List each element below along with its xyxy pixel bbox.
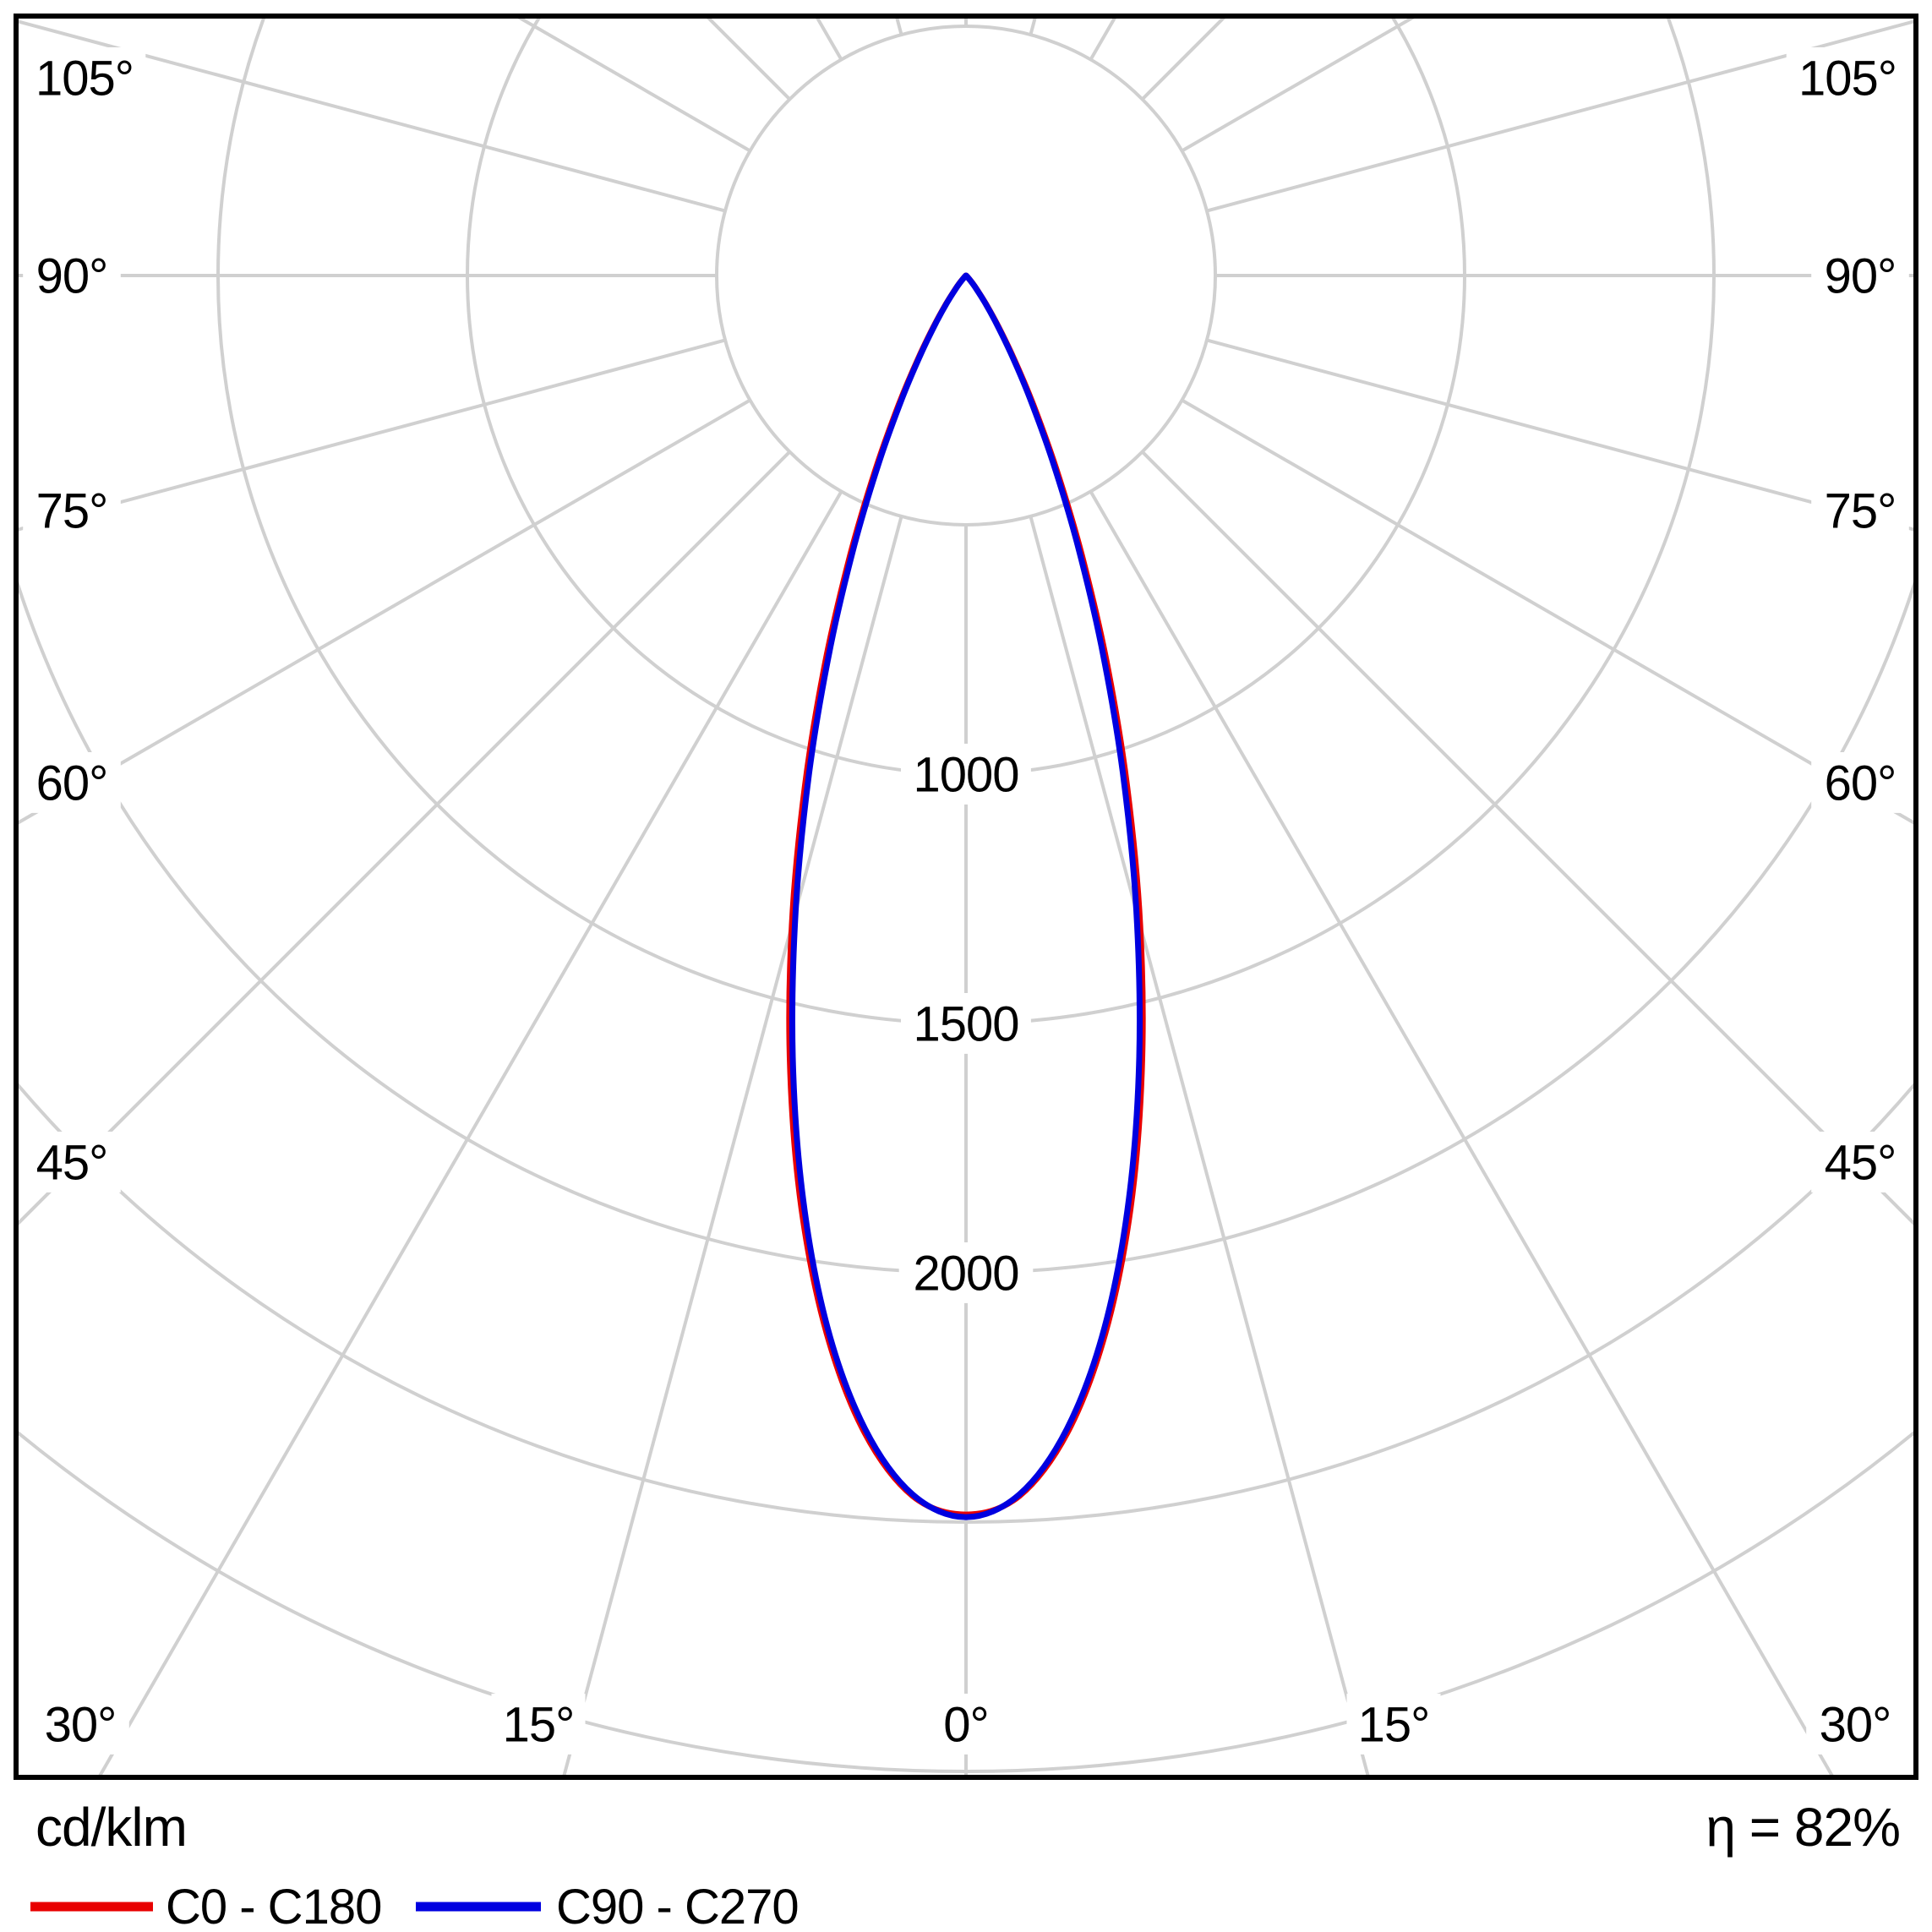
angle-label-gap [23,47,146,108]
angle-label: 45° [1825,1135,1897,1190]
angle-label: 30° [1820,1697,1891,1752]
angle-label: 15° [1358,1697,1430,1752]
grid-spoke-105 [1206,19,1913,213]
ring-label: 2000 [913,1246,1018,1301]
legend-label-c90-c270: C90 - C270 [556,1880,799,1932]
angle-label-gap [1786,47,1909,108]
plot-border [14,14,1918,1780]
legend-label-c0-c180: C0 - C180 [166,1880,381,1932]
ring-label: 1000 [913,747,1018,802]
angle-label: 45° [36,1135,108,1190]
angle-label: 60° [1825,756,1897,810]
unit-label: cd/klm [35,1797,187,1858]
angle-label: 75° [1825,483,1897,538]
grid-spoke-30 [1089,490,1834,1775]
angle-label: 0° [943,1697,988,1752]
angle-label-gap [931,1694,1001,1755]
angle-label-gap [1811,752,1909,813]
angle-label: 30° [45,1697,117,1752]
ring-label-gap [898,1242,1034,1303]
angle-label: 90° [36,248,108,303]
grid-spoke-75 [1206,338,1913,532]
grid-spoke-345 [562,516,903,1775]
grid-spoke-15 [1029,516,1370,1775]
grid-spoke-60 [1181,398,1913,825]
angle-label-gap [491,1694,586,1755]
angle-label-gap [23,752,121,813]
angle-label-gap [1806,1694,1904,1755]
angle-label: 105° [35,51,134,106]
grid-labels: 105° 90° 75° 60° 45° 105° 90° 75° 60° 45° 30° 15° 0°… [23,47,1909,1755]
angle-label: 75° [36,483,108,538]
angle-label-gap [23,1132,121,1192]
efficiency-label: η = 82% [1706,1797,1900,1858]
grid-spoke-330 [98,490,843,1775]
angle-label-gap [23,245,121,306]
grid-spoke-255 [19,19,726,213]
grid-spoke-285 [19,338,726,532]
grid-spoke-300 [19,398,751,825]
angle-label-gap [1346,1694,1441,1755]
legend: C0 - C180 C90 - C270 [30,1880,800,1932]
angle-label: 90° [1825,248,1897,303]
angle-label-gap [1811,1132,1909,1192]
intensity-curves [786,272,1146,1520]
angle-label: 15° [503,1697,575,1752]
angle-label-gap [1811,245,1909,306]
angle-label-gap [1811,480,1909,541]
ring-label: 1500 [913,996,1018,1051]
angle-label: 105° [1798,51,1897,106]
curve-c90-c270 [789,272,1143,1520]
ring-label-gap [901,993,1031,1054]
angle-label-gap [31,1694,129,1755]
angle-label-gap [23,480,121,541]
angle-label: 60° [36,756,108,810]
ring-label-gap [901,744,1031,805]
